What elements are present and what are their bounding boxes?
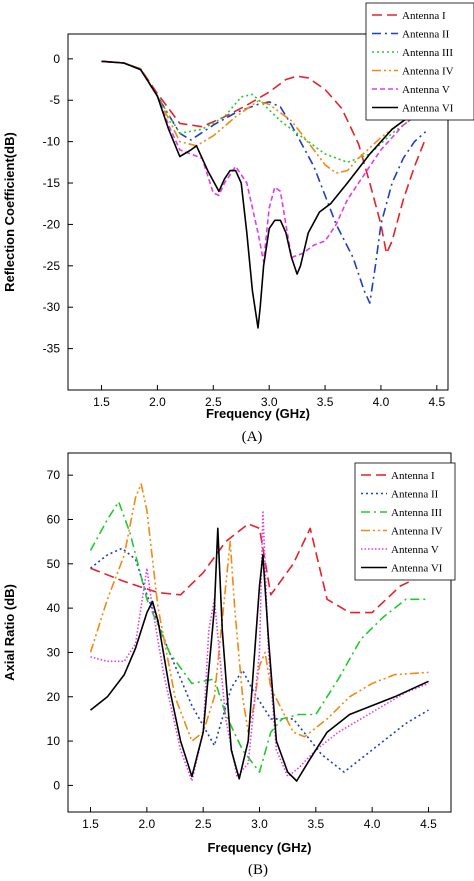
legend-label: Antenna V — [402, 84, 450, 96]
y-tick-label: -20 — [43, 217, 61, 231]
series-line-3 — [89, 500, 429, 773]
x-tick-label: 2.0 — [139, 817, 156, 831]
x-tick-label: 1.5 — [93, 395, 110, 409]
legend-label: Antenna II — [391, 489, 439, 501]
y-axis-label: Axial Ratio (dB) — [2, 584, 17, 681]
x-tick-label: 3.5 — [307, 817, 324, 831]
series-line-1 — [90, 523, 429, 614]
y-tick-label: -30 — [43, 300, 61, 314]
series-line-5 — [90, 509, 429, 782]
legend-label: Antenna III — [391, 507, 442, 519]
y-tick-label: 20 — [47, 690, 61, 704]
series-line-6 — [90, 527, 429, 782]
x-tick-label: 4.5 — [428, 395, 445, 409]
y-tick-label: -10 — [43, 135, 61, 149]
legend-box — [354, 462, 456, 581]
x-axis-label: Frequency (GHz) — [207, 840, 311, 855]
y-tick-label: -35 — [43, 342, 61, 356]
y-tick-label: -15 — [43, 176, 61, 190]
legend-label: Antenna III — [402, 47, 453, 59]
series-line-6 — [101, 60, 427, 329]
y-tick-label: -5 — [49, 93, 60, 107]
series-line-5 — [101, 60, 427, 263]
y-tick-label: 0 — [53, 52, 60, 66]
legend-label: Antenna I — [402, 10, 446, 22]
series-line-4 — [89, 483, 429, 742]
x-tick-label: 4.0 — [364, 817, 381, 831]
series-line-1 — [101, 60, 427, 255]
y-tick-label: 30 — [47, 645, 61, 659]
panel-label: (A) — [242, 429, 263, 445]
y-tick-label: 0 — [53, 778, 60, 792]
x-tick-label: 3.0 — [261, 395, 278, 409]
legend-label: Antenna IV — [391, 526, 443, 538]
y-tick-label: 70 — [47, 468, 61, 482]
y-tick-label: 40 — [47, 601, 61, 615]
x-tick-label: 2.0 — [149, 395, 166, 409]
y-tick-label: 10 — [47, 734, 61, 748]
x-tick-label: 2.5 — [205, 395, 222, 409]
x-tick-label: 4.0 — [373, 395, 390, 409]
y-axis-label: Reflection Coefficient(dB) — [2, 132, 17, 292]
y-tick-label: -25 — [43, 259, 61, 273]
series-line-2 — [90, 547, 429, 773]
panel-label: (B) — [248, 862, 268, 878]
x-axis-label: Frequency (GHz) — [206, 406, 310, 421]
y-tick-label: 60 — [47, 512, 61, 526]
y-tick-label: 50 — [47, 557, 61, 571]
legend-label: Antenna V — [391, 544, 439, 556]
plot-frame — [67, 33, 449, 391]
x-tick-label: 1.5 — [82, 817, 99, 831]
chart-panel-a: 1.5 2.0 2.5 3.0 3.5 4.0 4.5 0 -5 -10 -15 -20 -25 -30 -… — [2, 2, 474, 445]
chart-panel-b: 1.5 2.0 2.5 3.0 3.5 4.0 4.5 0 10 20 30 40 50 60 70 Ante… — [2, 452, 456, 878]
legend-label: Antenna VI — [391, 563, 443, 575]
x-tick-label: 2.5 — [195, 817, 212, 831]
legend-label: Antenna IV — [402, 66, 454, 78]
legend-label: Antenna II — [402, 29, 450, 41]
legend-box — [365, 2, 474, 121]
legend-label: Antenna I — [391, 470, 435, 482]
legend-label: Antenna VI — [402, 103, 454, 115]
x-tick-label: 3.5 — [317, 395, 334, 409]
x-tick-label: 4.5 — [420, 817, 437, 831]
x-tick-label: 3.0 — [251, 817, 268, 831]
